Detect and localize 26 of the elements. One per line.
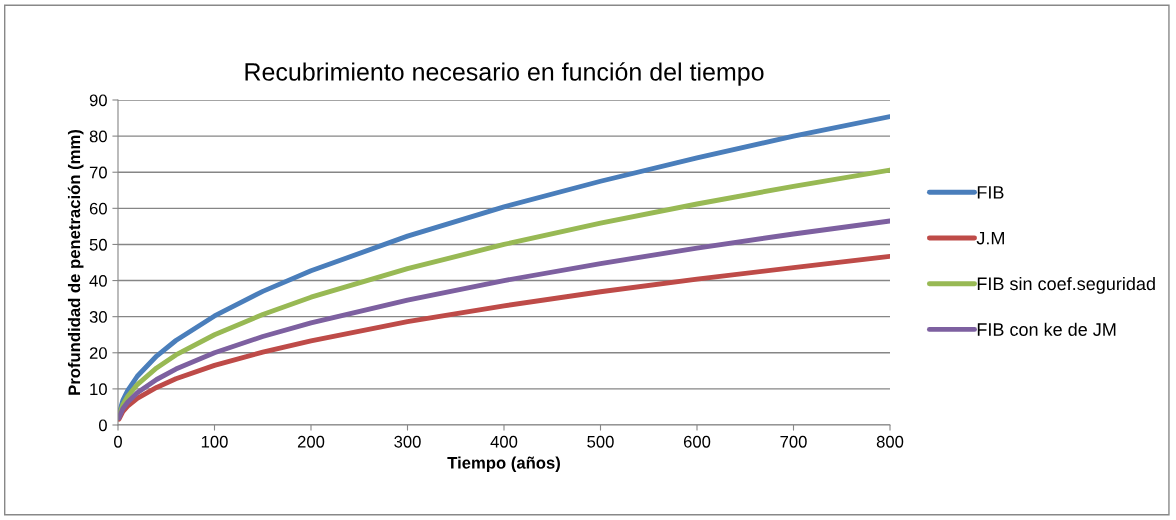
x-tick-label: 700 <box>780 435 807 448</box>
x-tick-label: 800 <box>876 435 904 448</box>
legend-label: J.M <box>976 231 1004 245</box>
chart-title: Recubrimiento necesario en función del tiempo <box>245 62 764 86</box>
legend-label: FIB <box>977 186 1004 199</box>
y-tick-label: 80 <box>89 130 107 143</box>
y-tick-label: 40 <box>89 274 107 287</box>
y-tick-label: 30 <box>89 311 107 323</box>
x-tick-label: 100 <box>201 435 228 448</box>
y-tick-label: 0 <box>98 419 107 432</box>
y-tick-label: 70 <box>89 166 107 179</box>
legend-label: FIB con ke de JM <box>977 322 1116 336</box>
x-tick-label: 400 <box>490 435 518 448</box>
legend-label: FIB sin coef.seguridad <box>977 276 1155 294</box>
x-tick-label: 500 <box>587 435 614 448</box>
y-tick-label: 10 <box>90 383 107 396</box>
x-axis-title: Tiempo (años) <box>447 456 560 473</box>
y-axis-title: Profundidad de penetración (mm) <box>67 129 84 395</box>
x-tick-label: 200 <box>297 435 325 448</box>
x-tick-label: 0 <box>114 435 122 448</box>
y-tick-label: 60 <box>89 202 107 215</box>
x-tick-label: 300 <box>394 435 421 448</box>
x-tick-label: 600 <box>683 435 711 448</box>
y-tick-label: 90 <box>89 94 107 107</box>
y-tick-label: 20 <box>89 347 107 359</box>
y-tick-label: 50 <box>89 238 107 251</box>
